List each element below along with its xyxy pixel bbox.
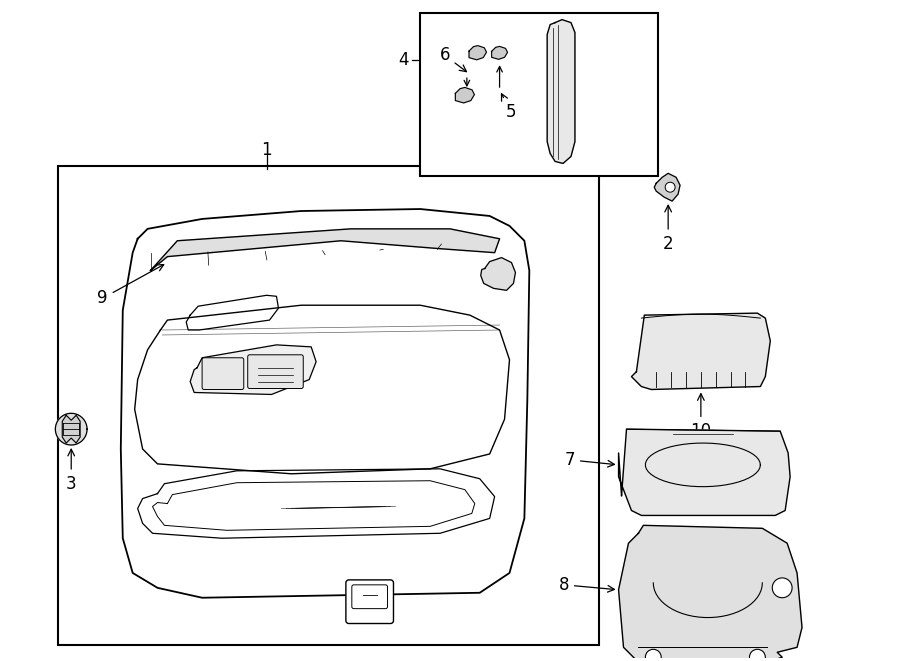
Polygon shape <box>632 313 770 389</box>
Text: 9: 9 <box>97 264 164 307</box>
Bar <box>420 13 658 176</box>
Polygon shape <box>121 209 529 598</box>
Polygon shape <box>469 46 487 59</box>
Text: 1: 1 <box>261 141 272 159</box>
Polygon shape <box>56 413 87 445</box>
Text: 4: 4 <box>398 52 409 69</box>
Polygon shape <box>654 173 680 201</box>
Polygon shape <box>491 46 508 59</box>
Text: 10: 10 <box>690 394 711 440</box>
Text: 3: 3 <box>66 449 77 492</box>
Polygon shape <box>186 295 278 330</box>
Polygon shape <box>455 87 474 103</box>
Text: 6: 6 <box>439 46 466 71</box>
Polygon shape <box>547 20 575 163</box>
Bar <box>58 167 599 645</box>
Polygon shape <box>62 415 80 443</box>
Polygon shape <box>150 229 500 270</box>
Polygon shape <box>190 345 316 395</box>
Polygon shape <box>138 469 495 538</box>
Polygon shape <box>618 429 790 516</box>
FancyBboxPatch shape <box>202 358 244 389</box>
Text: 7: 7 <box>564 451 615 469</box>
FancyBboxPatch shape <box>352 585 388 609</box>
Circle shape <box>772 578 792 598</box>
Text: 5: 5 <box>501 94 516 121</box>
Text: 8: 8 <box>559 576 615 594</box>
FancyBboxPatch shape <box>248 355 303 389</box>
Polygon shape <box>618 525 802 661</box>
Text: 2: 2 <box>662 206 673 253</box>
Polygon shape <box>481 258 516 290</box>
FancyBboxPatch shape <box>346 580 393 623</box>
Circle shape <box>750 649 765 661</box>
Circle shape <box>645 649 662 661</box>
Polygon shape <box>135 305 509 474</box>
Circle shape <box>665 182 675 192</box>
